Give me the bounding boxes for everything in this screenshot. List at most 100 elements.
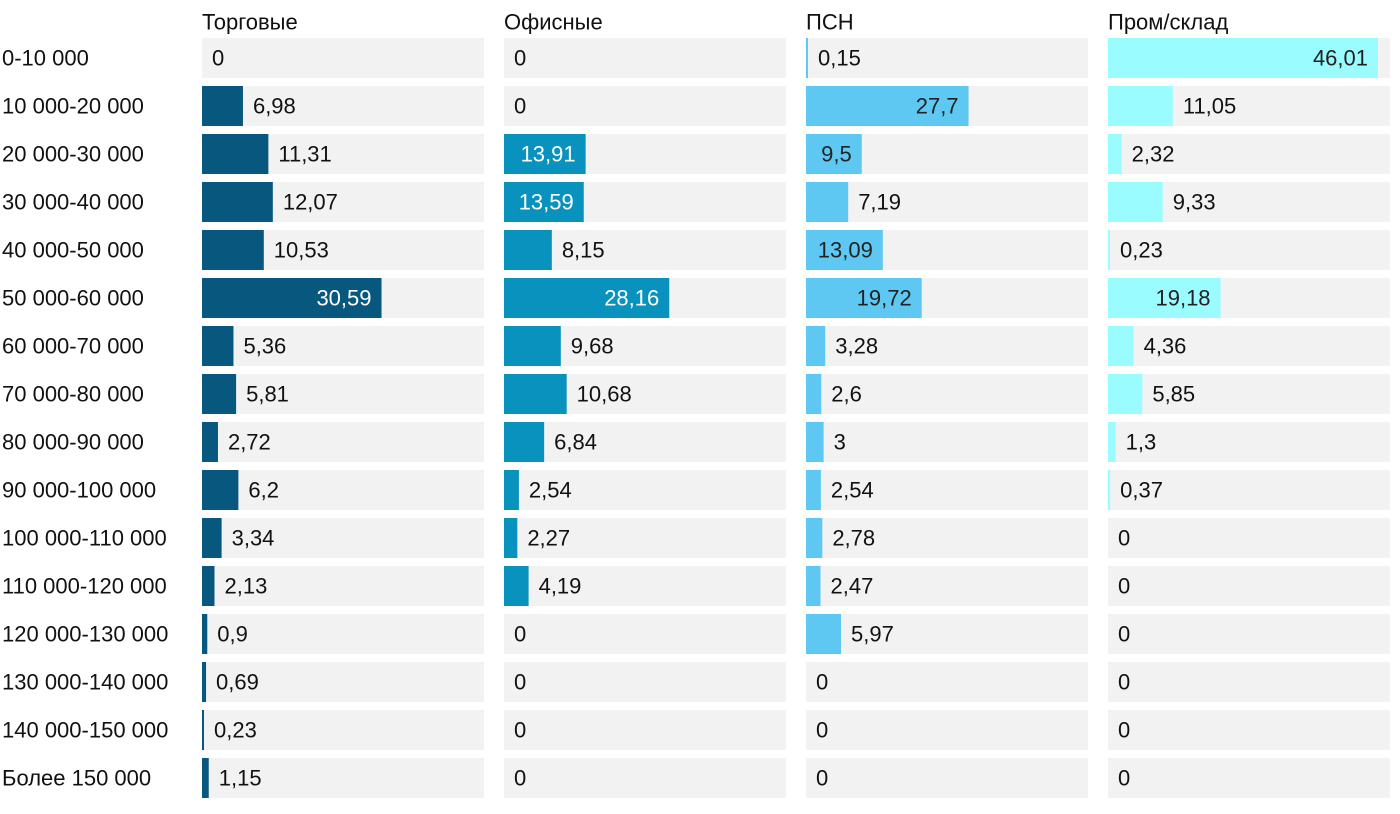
bar — [202, 566, 215, 606]
data-label: 2,78 — [832, 526, 875, 551]
panel-header: Пром/склад — [1108, 10, 1228, 35]
data-label: 2,32 — [1132, 142, 1175, 167]
bar-track — [806, 566, 1088, 606]
bar — [1108, 86, 1173, 126]
bar-track — [1108, 326, 1390, 366]
data-label: 2,72 — [228, 430, 271, 455]
bar — [202, 518, 222, 558]
bar — [1108, 374, 1143, 414]
data-label: 4,36 — [1144, 334, 1187, 359]
data-label: 7,19 — [858, 190, 901, 215]
bar-track — [504, 518, 786, 558]
bar-track — [202, 470, 484, 510]
data-label: 19,18 — [1155, 286, 1210, 311]
bar — [1108, 470, 1111, 510]
bar-track — [806, 326, 1088, 366]
data-label: 0 — [1118, 718, 1130, 743]
bar-track — [1108, 230, 1390, 270]
bar-track — [202, 566, 484, 606]
category-label: 0-10 000 — [2, 46, 89, 71]
category-label: 90 000-100 000 — [2, 478, 156, 503]
data-label: 5,36 — [243, 334, 286, 359]
bar-track — [806, 758, 1088, 798]
bar-track — [202, 758, 484, 798]
bar — [504, 134, 586, 174]
bar — [806, 86, 969, 126]
data-label: 12,07 — [283, 190, 338, 215]
bar — [504, 566, 529, 606]
category-label: 60 000-70 000 — [2, 334, 144, 359]
bar-track — [806, 710, 1088, 750]
data-label: 5,85 — [1152, 382, 1195, 407]
bar — [806, 518, 823, 558]
bar — [806, 134, 862, 174]
bar — [1108, 326, 1134, 366]
category-label: Более 150 000 — [2, 766, 151, 791]
bar-track — [202, 662, 484, 702]
bar — [504, 470, 519, 510]
data-label: 9,33 — [1173, 190, 1216, 215]
data-label: 10,68 — [577, 382, 632, 407]
bar — [1108, 230, 1110, 270]
data-label: 2,6 — [831, 382, 862, 407]
data-label: 0 — [1118, 622, 1130, 647]
bar-track — [1108, 374, 1390, 414]
data-label: 3,34 — [232, 526, 275, 551]
bar-track — [202, 422, 484, 462]
bar — [202, 134, 269, 174]
bar — [202, 758, 209, 798]
data-label: 4,19 — [539, 574, 582, 599]
data-label: 0 — [1118, 574, 1130, 599]
data-label: 10,53 — [274, 238, 329, 263]
data-label: 0 — [816, 766, 828, 791]
bar — [504, 230, 552, 270]
data-label: 9,68 — [571, 334, 614, 359]
bar — [806, 614, 842, 654]
data-label: 0 — [514, 766, 526, 791]
data-label: 6,84 — [554, 430, 597, 455]
bar — [806, 230, 883, 270]
bar — [806, 38, 808, 78]
data-label: 2,27 — [527, 526, 570, 551]
bar-track — [504, 38, 786, 78]
bar — [504, 326, 561, 366]
data-label: 46,01 — [1313, 46, 1368, 71]
bar — [806, 566, 821, 606]
bar-track — [504, 758, 786, 798]
data-label: 13,09 — [818, 238, 873, 263]
bar — [504, 182, 584, 222]
data-label: 1,3 — [1126, 430, 1157, 455]
data-label: 6,2 — [248, 478, 279, 503]
data-label: 9,5 — [821, 142, 852, 167]
data-label: 11,31 — [278, 142, 331, 167]
data-label: 6,98 — [253, 94, 296, 119]
bar-track — [1108, 566, 1390, 606]
data-label: 13,91 — [521, 142, 576, 167]
bar-track — [806, 374, 1088, 414]
bar — [806, 422, 824, 462]
category-label: 120 000-130 000 — [2, 622, 168, 647]
bar-track — [1108, 662, 1390, 702]
category-label: 140 000-150 000 — [2, 718, 168, 743]
bar-track — [202, 518, 484, 558]
data-label: 13,59 — [519, 190, 574, 215]
bar — [806, 374, 822, 414]
data-label: 0 — [816, 670, 828, 695]
bar-track — [504, 614, 786, 654]
bar-track — [806, 662, 1088, 702]
data-label: 3,28 — [835, 334, 878, 359]
category-label: 130 000-140 000 — [2, 670, 168, 695]
data-label: 27,7 — [916, 94, 959, 119]
bar — [202, 374, 237, 414]
category-label: 30 000-40 000 — [2, 190, 144, 215]
bar-track — [504, 566, 786, 606]
data-label: 0 — [514, 718, 526, 743]
bar-track — [1108, 710, 1390, 750]
category-label: 40 000-50 000 — [2, 238, 144, 263]
bar — [504, 278, 670, 318]
data-label: 0 — [514, 46, 526, 71]
category-label: 100 000-110 000 — [2, 526, 167, 551]
bar-track — [202, 614, 484, 654]
bar — [202, 710, 204, 750]
